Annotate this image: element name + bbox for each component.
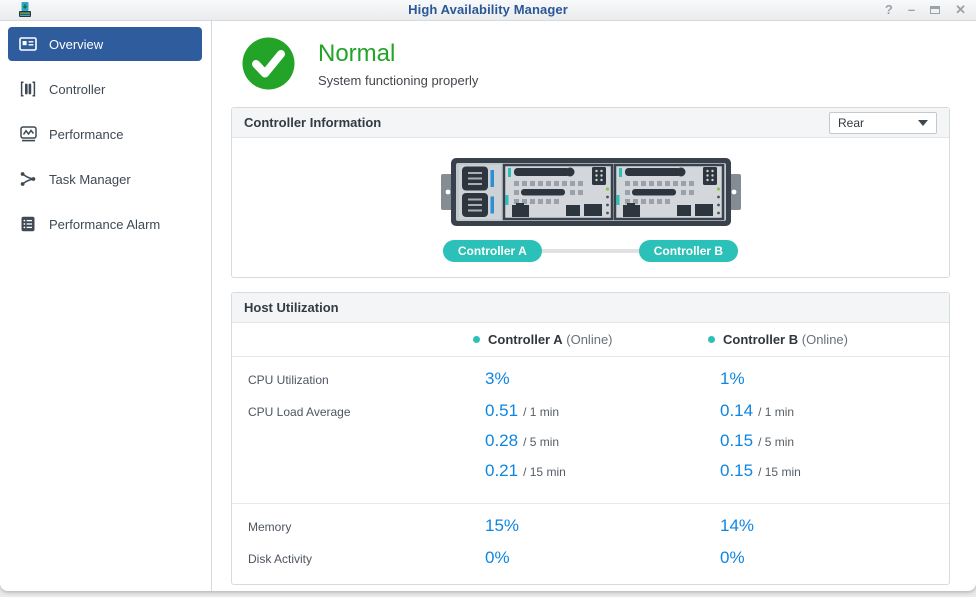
system-status: Normal System functioning properly [242, 37, 950, 90]
row-label-cpu-utilization: CPU Utilization [248, 373, 329, 387]
titlebar: High Availability Manager ? – ✕ [0, 0, 976, 21]
sidebar-item-label: Task Manager [49, 171, 131, 187]
host-utilization-header: Host Utilization [232, 293, 949, 323]
memory-a: 15% [485, 516, 520, 535]
sidebar-item-task-manager[interactable]: Task Manager [8, 162, 202, 196]
main-content: Normal System functioning properly Contr… [212, 21, 976, 591]
maximize-icon [930, 6, 941, 14]
controller-a-badge: Controller A [442, 240, 542, 262]
controller-information-body: Controller A Controller B [232, 138, 949, 277]
row-label-disk-activity: Disk Activity [248, 552, 313, 566]
disk-activity-a: 0% [485, 548, 510, 567]
sidebar-item-overview[interactable]: Overview [8, 27, 202, 61]
heartbeat-connector-line [541, 249, 639, 253]
sidebar-item-label: Overview [49, 36, 104, 52]
panel-controller-information: Controller Information Rear [231, 107, 950, 278]
controller-rack-icon [18, 81, 38, 97]
status-title: Normal [318, 39, 396, 67]
panel-host-utilization: Host Utilization Controller A (Online) C… [231, 292, 950, 585]
status-check-icon [242, 37, 295, 90]
window-controls: ? – ✕ [885, 0, 966, 20]
maximize-button[interactable] [930, 0, 941, 20]
row-label-cpu-load-average: CPU Load Average [248, 405, 351, 419]
panel-title: Controller Information [244, 115, 382, 130]
help-button[interactable]: ? [884, 2, 893, 17]
sidebar-item-performance-alarm[interactable]: Performance Alarm [8, 207, 202, 241]
cpu-load-average-a: 0.51/ 1 min 0.28/ 5 min 0.21/ 15 min [485, 401, 566, 480]
sidebar-item-label: Performance Alarm [49, 216, 161, 232]
controller-badges: Controller A Controller B [232, 240, 949, 262]
panel-title: Host Utilization [244, 300, 339, 315]
overview-card-icon [18, 37, 38, 51]
cpu-utilization-a: 3% [485, 369, 510, 388]
column-header-controller-a: Controller A (Online) [469, 323, 704, 357]
controller-b-badge: Controller B [638, 240, 739, 262]
window-title: High Availability Manager [408, 2, 568, 17]
sidebar-item-performance[interactable]: Performance [8, 117, 202, 151]
view-select-value: Rear [838, 115, 865, 130]
online-status-dot [473, 336, 480, 343]
sidebar: Overview Controller [0, 21, 212, 591]
controller-information-header: Controller Information Rear [232, 108, 949, 138]
controller-rear-illustration [232, 156, 949, 228]
status-subtitle: System functioning properly [318, 72, 479, 88]
column-name: Controller A (Online) [488, 332, 613, 347]
column-name: Controller B (Online) [723, 332, 848, 347]
host-utilization-table: Controller A (Online) Controller B (Onli… [232, 323, 949, 584]
close-button[interactable]: ✕ [955, 2, 966, 17]
cpu-utilization-b: 1% [720, 369, 745, 388]
performance-chart-icon [18, 126, 38, 142]
row-label-memory: Memory [248, 520, 292, 534]
column-header-controller-b: Controller B (Online) [704, 323, 949, 357]
disk-activity-b: 0% [720, 548, 745, 567]
status-text: Normal System functioning properly [318, 40, 478, 88]
online-status-dot [708, 336, 715, 343]
cpu-load-average-b: 0.14/ 1 min 0.15/ 5 min 0.15/ 15 min [720, 401, 801, 480]
sidebar-item-controller[interactable]: Controller [8, 72, 202, 106]
sidebar-item-label: Controller [49, 81, 106, 97]
task-manager-icon [18, 171, 38, 187]
app-body: Overview Controller [0, 21, 976, 591]
sidebar-item-label: Performance [49, 126, 124, 142]
chevron-down-icon [918, 119, 928, 126]
memory-b: 14% [720, 516, 755, 535]
ha-manager-app-icon [15, 1, 35, 18]
minimize-button[interactable]: – [907, 2, 916, 17]
table-divider [232, 503, 949, 504]
performance-alarm-list-icon [18, 216, 38, 232]
table-corner-cell [232, 323, 469, 357]
view-select[interactable]: Rear [829, 111, 937, 134]
